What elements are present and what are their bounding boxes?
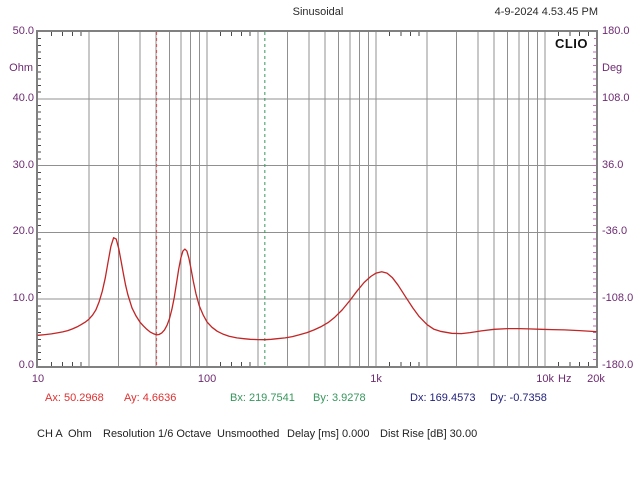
y-right-tick-label: -180.0 — [602, 359, 634, 371]
y-right-tick-label: 180.0 — [602, 25, 630, 37]
measurement-timestamp: 4-9-2024 4.53.45 PM — [494, 6, 598, 18]
y-left-tick-label: 10.0 — [12, 292, 34, 305]
x-tick-label: 10 — [31, 373, 45, 385]
y-right-tick-label: 108.0 — [602, 91, 630, 104]
clio-logo: CLIO — [549, 36, 594, 51]
y-left-tick-label: 40.0 — [12, 91, 34, 104]
y-left-tick-label: 0.0 — [18, 359, 34, 371]
cursor-delta-x-readout: Dx: 169.4573 — [410, 392, 476, 404]
status-measure-unit: Ohm — [68, 428, 92, 440]
status-resolution: Resolution 1/6 Octave — [103, 428, 212, 440]
x-axis-unit: Hz — [558, 373, 572, 385]
cursor-b-x-readout: Bx: 219.7541 — [230, 392, 295, 404]
y-right-tick-label: -36.0 — [602, 225, 628, 238]
y-left-tick-label: 50.0 — [12, 25, 34, 37]
cursor-b-y-readout: By: 3.9278 — [313, 392, 366, 404]
status-smoothing: Unsmoothed — [217, 428, 280, 440]
x-tick-label: 10k — [536, 373, 554, 385]
cursor-delta-y-readout: Dy: -0.7358 — [490, 392, 547, 404]
y-left-tick-label: 20.0 — [12, 225, 34, 238]
status-delay: Delay [ms] 0.000 — [287, 428, 370, 440]
x-tick-label: 100 — [197, 373, 217, 385]
status-channel: CH A — [37, 428, 63, 440]
cursor-a-y-readout: Ay: 4.6636 — [124, 392, 177, 404]
y-left-tick-label: 30.0 — [12, 158, 34, 171]
x-tick-label: 20k — [587, 373, 605, 385]
y-axis-unit-right: Deg — [602, 62, 623, 74]
impedance-curve — [37, 237, 597, 341]
y-right-tick-label: 36.0 — [602, 158, 624, 171]
chart-title: Sinusoidal — [292, 6, 344, 18]
status-dist-rise: Dist Rise [dB] 30.00 — [380, 428, 478, 440]
y-right-tick-label: -108.0 — [602, 292, 634, 305]
y-axis-unit-left: Ohm — [9, 62, 33, 74]
x-tick-label: 1k — [370, 373, 382, 385]
cursor-a-x-readout: Ax: 50.2968 — [45, 392, 104, 404]
